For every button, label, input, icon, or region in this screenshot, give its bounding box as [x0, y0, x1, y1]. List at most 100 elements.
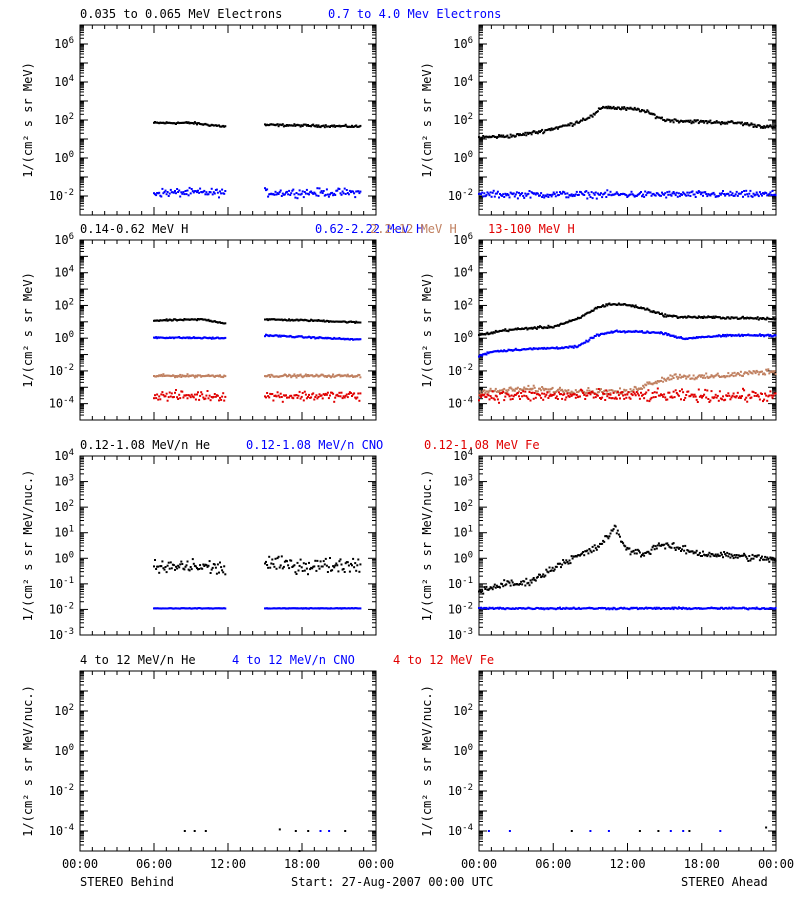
data-point	[316, 319, 319, 322]
data-point	[663, 377, 666, 380]
data-point	[327, 125, 330, 128]
data-point	[218, 571, 220, 574]
data-point	[170, 607, 173, 610]
data-point	[283, 373, 286, 376]
data-point	[665, 315, 668, 318]
data-point	[562, 559, 565, 561]
data-point	[749, 559, 752, 562]
data-point	[715, 555, 718, 558]
data-point	[305, 607, 308, 610]
data-point	[703, 191, 706, 194]
data-point	[620, 391, 622, 394]
data-point	[753, 394, 756, 397]
data-point	[298, 390, 301, 393]
data-point	[596, 192, 599, 195]
data-point	[743, 552, 746, 555]
data-point	[772, 194, 775, 197]
data-point	[319, 191, 322, 194]
data-point	[269, 123, 272, 126]
data-point	[672, 334, 675, 337]
data-point	[555, 607, 558, 610]
data-point	[170, 191, 173, 194]
data-point	[551, 607, 554, 610]
data-point	[536, 575, 539, 578]
data-point	[728, 317, 731, 320]
data-point	[519, 388, 521, 390]
data-point	[682, 545, 685, 548]
y-tick-label: 100	[54, 150, 74, 165]
data-point	[279, 189, 282, 192]
data-point	[489, 387, 492, 390]
data-point	[632, 194, 635, 197]
data-point	[559, 562, 561, 565]
data-point	[157, 565, 160, 568]
data-point	[570, 394, 573, 397]
data-point	[168, 374, 171, 377]
data-point	[629, 193, 632, 196]
series	[153, 389, 362, 403]
data-point	[359, 321, 362, 324]
chart-row-2: 0.14-0.62 MeV H 0.62-2.22 MeV H2.2-12 MeV…	[21, 222, 777, 421]
data-point	[194, 318, 197, 321]
data-point	[635, 391, 638, 393]
data-point	[208, 394, 211, 397]
data-point	[223, 125, 226, 128]
data-point	[737, 317, 740, 320]
data-point	[746, 122, 749, 124]
data-point	[209, 124, 212, 127]
data-point	[669, 546, 672, 549]
data-point	[642, 384, 645, 387]
data-point	[656, 544, 659, 547]
data-point	[203, 123, 206, 126]
data-point	[174, 190, 176, 192]
data-point	[648, 552, 651, 555]
data-point	[303, 390, 306, 393]
data-point	[718, 390, 721, 393]
data-point	[294, 336, 297, 339]
data-point	[684, 193, 687, 196]
data-point	[190, 393, 193, 396]
y-tick-label: 10-2	[448, 363, 473, 378]
data-point	[756, 316, 759, 319]
data-point	[175, 123, 177, 125]
data-point	[646, 399, 649, 402]
data-point	[768, 193, 771, 196]
data-point	[532, 577, 535, 579]
data-point	[704, 388, 707, 391]
data-point	[502, 585, 505, 588]
data-point	[327, 397, 330, 400]
data-point	[334, 125, 337, 128]
data-point	[681, 548, 683, 551]
data-point	[586, 311, 589, 314]
data-point	[269, 566, 272, 569]
data-point	[299, 335, 302, 338]
data-point	[585, 391, 588, 394]
data-point	[606, 395, 609, 398]
data-point	[499, 586, 501, 589]
data-point	[487, 608, 490, 610]
data-point	[675, 375, 678, 378]
data-point	[702, 335, 704, 338]
data-point	[503, 329, 506, 332]
data-point	[560, 393, 562, 396]
data-point	[207, 607, 210, 610]
data-point	[287, 193, 290, 196]
data-point	[636, 193, 639, 196]
data-point	[582, 314, 585, 317]
data-point	[763, 558, 766, 561]
data-point	[772, 371, 775, 374]
data-point	[608, 396, 611, 399]
data-point	[211, 336, 214, 339]
data-point	[324, 124, 327, 127]
data-point	[626, 393, 629, 396]
data-point	[494, 350, 497, 353]
data-point	[158, 191, 161, 194]
data-point	[620, 331, 622, 333]
data-point	[332, 125, 335, 128]
data-point	[539, 347, 541, 350]
data-point	[661, 376, 663, 379]
data-point	[344, 321, 347, 323]
data-point	[206, 565, 209, 568]
data-point	[667, 193, 670, 196]
data-point	[616, 303, 619, 306]
